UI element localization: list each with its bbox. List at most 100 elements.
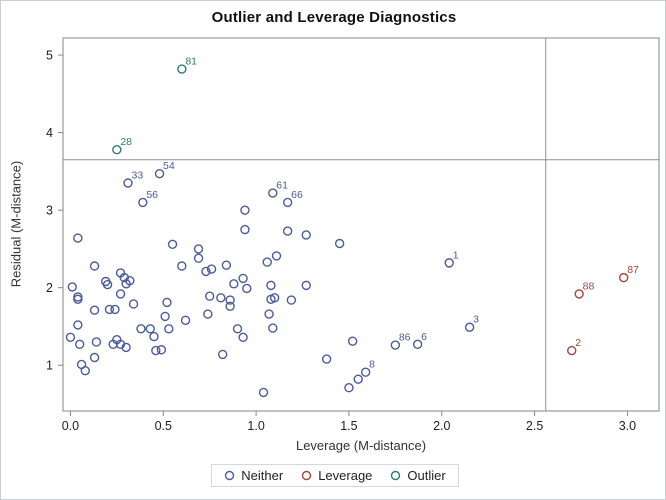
point-label-leverage: 87 <box>627 264 639 276</box>
data-point-neither <box>444 258 454 268</box>
data-point-neither <box>258 387 269 398</box>
y-tick-label: 5 <box>46 49 53 63</box>
data-point-neither <box>162 297 172 308</box>
x-tick-label: 0.5 <box>155 419 172 433</box>
data-point-neither <box>232 324 243 334</box>
data-point-neither <box>177 261 187 271</box>
data-point-neither <box>268 188 278 198</box>
legend-marker-leverage-icon <box>302 470 312 481</box>
data-point-neither <box>264 309 274 319</box>
data-point-neither <box>229 279 239 289</box>
data-point-neither <box>193 253 204 263</box>
data-point-neither <box>238 273 248 284</box>
data-point-neither <box>301 230 311 240</box>
data-point-neither <box>73 294 83 305</box>
data-point-neither <box>138 197 148 208</box>
data-point-neither <box>164 324 174 334</box>
data-point-neither <box>286 295 297 305</box>
point-label-neither: 66 <box>291 189 303 201</box>
data-point-neither <box>225 295 235 305</box>
data-point-neither <box>156 345 167 355</box>
data-point-neither <box>67 282 77 292</box>
data-point-neither <box>102 279 113 290</box>
data-point-neither <box>160 311 170 322</box>
data-point-neither <box>240 205 250 215</box>
data-point-neither <box>217 349 228 360</box>
data-point-neither <box>145 324 155 334</box>
data-point-neither <box>123 178 133 188</box>
x-tick-label: 0.0 <box>62 419 79 433</box>
data-point-neither <box>301 280 311 291</box>
x-tick-label: 2.0 <box>433 419 450 433</box>
data-point-neither <box>125 276 135 286</box>
data-point-neither <box>167 239 178 249</box>
data-point-neither <box>347 336 358 346</box>
data-point-neither <box>269 293 280 303</box>
data-point-neither <box>216 293 226 303</box>
data-point-neither <box>136 324 146 334</box>
data-point-outlier <box>112 144 122 155</box>
point-label-neither: 86 <box>399 332 411 344</box>
y-tick-label: 4 <box>46 126 53 140</box>
y-tick-label: 1 <box>46 359 53 373</box>
data-point-neither <box>271 251 282 261</box>
point-label-outlier: 81 <box>185 56 197 68</box>
y-tick-label: 2 <box>46 281 53 295</box>
data-point-neither <box>115 289 126 299</box>
data-point-neither <box>128 299 139 309</box>
legend-label: Leverage <box>318 468 373 483</box>
data-point-neither <box>240 224 250 235</box>
data-point-neither <box>110 304 120 315</box>
plot-frame <box>62 37 660 412</box>
data-point-neither <box>242 283 252 294</box>
legend: Neither Leverage Outlier <box>211 464 459 487</box>
point-label-neither: 8 <box>369 359 375 371</box>
data-point-neither <box>266 280 276 291</box>
point-label-neither: 33 <box>131 170 143 182</box>
legend-label: Neither <box>241 468 284 483</box>
legend-label: Outlier <box>407 468 446 483</box>
legend-item-leverage: Leverage <box>301 468 372 483</box>
data-point-neither <box>121 342 131 353</box>
x-tick-label: 3.0 <box>619 419 636 433</box>
data-point-neither <box>73 233 83 243</box>
point-label-leverage: 88 <box>583 280 595 292</box>
legend-marker-neither-icon <box>225 470 235 481</box>
data-point-neither <box>203 309 213 319</box>
data-point-neither <box>353 374 363 384</box>
data-point-neither <box>65 332 76 343</box>
data-point-neither <box>204 291 215 301</box>
x-axis-label: Leverage (M-distance) <box>295 438 427 453</box>
data-point-neither <box>268 323 278 333</box>
data-point-neither <box>262 257 272 267</box>
data-point-neither <box>154 169 165 179</box>
data-point-neither <box>282 197 293 208</box>
data-point-neither <box>225 301 235 312</box>
data-point-neither <box>321 354 332 364</box>
data-point-neither <box>464 322 475 332</box>
data-point-leverage <box>574 289 584 299</box>
data-point-neither <box>104 304 115 315</box>
legend-item-neither: Neither <box>224 468 283 483</box>
data-point-leverage <box>619 272 629 283</box>
point-label-leverage: 2 <box>575 337 581 349</box>
data-point-leverage <box>567 345 577 356</box>
x-tick-label: 1.5 <box>340 419 357 433</box>
x-tick-label: 1.0 <box>247 419 264 433</box>
data-point-neither <box>360 367 371 377</box>
legend-marker-outlier-icon <box>391 470 401 481</box>
data-point-neither <box>334 238 345 249</box>
data-point-neither <box>149 331 159 342</box>
data-point-neither <box>390 340 401 350</box>
data-point-neither <box>180 315 191 325</box>
data-point-neither <box>75 339 85 350</box>
data-point-neither <box>238 332 248 343</box>
data-point-neither <box>73 320 83 330</box>
data-point-neither <box>89 305 100 315</box>
data-point-neither <box>201 266 211 277</box>
x-tick-label: 2.5 <box>526 419 543 433</box>
data-point-neither <box>412 339 423 350</box>
chart-title: Outlier and Leverage Diagnostics <box>211 9 457 26</box>
y-tick-label: 3 <box>46 204 53 218</box>
